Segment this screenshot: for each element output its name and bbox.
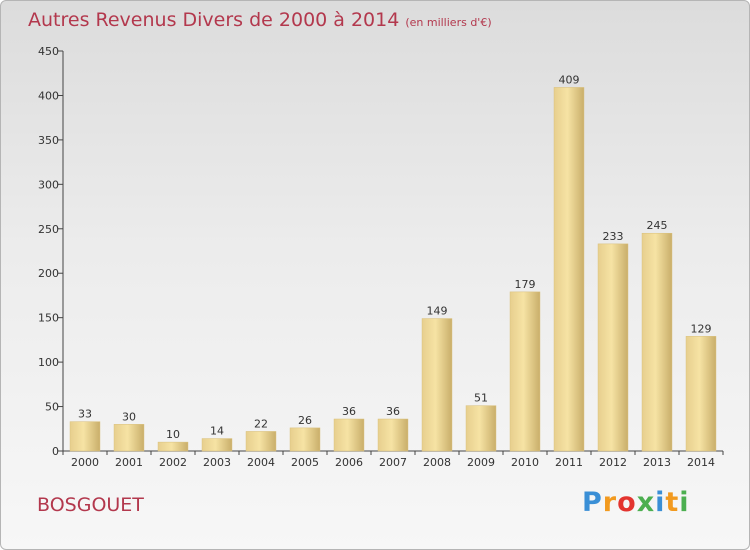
x-tick-label: 2007 [379, 456, 407, 469]
data-label: 36 [386, 405, 400, 418]
bar [245, 431, 277, 452]
y-tick-label: 100 [38, 356, 59, 369]
bar [113, 424, 145, 452]
x-tick-label: 2004 [247, 456, 275, 469]
data-label: 149 [427, 305, 448, 318]
bar [509, 291, 541, 452]
x-tick-label: 2009 [467, 456, 495, 469]
data-label: 33 [78, 408, 92, 421]
x-tick-label: 2003 [203, 456, 231, 469]
data-label: 409 [559, 73, 580, 86]
logo-letter: i [655, 487, 666, 518]
y-tick-label: 350 [38, 134, 59, 147]
logo-letter: x [636, 487, 656, 518]
bar [69, 421, 101, 452]
logo-letter: o [617, 487, 637, 518]
data-label: 233 [603, 230, 624, 243]
bar [333, 418, 365, 452]
y-tick-label: 300 [38, 178, 59, 191]
data-label: 245 [647, 219, 668, 232]
x-tick-label: 2014 [687, 456, 715, 469]
chart-title: Autres Revenus Divers de 2000 à 2014 (en … [28, 9, 492, 31]
chart-value-labels: 33 30 10 14 22 26 36 36 149 51 179 409 233 245 129 [78, 73, 712, 441]
data-label: 36 [342, 405, 356, 418]
x-tick-label: 2013 [643, 456, 671, 469]
x-tick-label: 2005 [291, 456, 319, 469]
bar [421, 318, 453, 452]
bar [289, 427, 321, 452]
data-label: 51 [474, 392, 488, 405]
data-label: 129 [691, 322, 712, 335]
chart-title-main: Autres Revenus Divers de 2000 à 2014 [28, 9, 400, 31]
x-tick-label: 2008 [423, 456, 451, 469]
bar [157, 441, 189, 452]
proxiti-logo: Proxiti [582, 487, 690, 518]
y-tick-label: 200 [38, 267, 59, 280]
bar [377, 418, 409, 452]
bar [553, 87, 585, 452]
logo-letter: P [582, 487, 603, 518]
x-tick-label: 2002 [159, 456, 187, 469]
y-tick-label: 250 [38, 223, 59, 236]
x-tick-label: 2010 [511, 456, 539, 469]
data-label: 22 [254, 417, 268, 430]
logo-letter: i [679, 487, 690, 518]
y-tick-label: 0 [52, 445, 59, 458]
logo-letter: t [665, 487, 680, 518]
bar [465, 405, 497, 452]
x-tick-label: 2011 [555, 456, 583, 469]
chart-bars [69, 87, 717, 452]
chart-title-unit: (en milliers d'€) [405, 16, 492, 29]
data-label: 179 [515, 278, 536, 291]
bar [685, 336, 717, 452]
x-tick-label: 2006 [335, 456, 363, 469]
x-tick-label: 2001 [115, 456, 143, 469]
data-label: 26 [298, 414, 312, 427]
x-tick-label: 2000 [71, 456, 99, 469]
x-tick-label: 2012 [599, 456, 627, 469]
data-label: 30 [122, 410, 136, 423]
logo-letter: r [602, 487, 618, 518]
y-tick-label: 50 [45, 401, 59, 414]
y-tick-label: 450 [38, 45, 59, 58]
data-label: 14 [210, 425, 224, 438]
bar [201, 438, 233, 452]
data-label: 10 [166, 428, 180, 441]
y-tick-label: 400 [38, 89, 59, 102]
y-tick-label: 150 [38, 312, 59, 325]
place-name: BOSGOUET [37, 494, 144, 516]
bar [641, 232, 673, 452]
bar [597, 243, 629, 452]
